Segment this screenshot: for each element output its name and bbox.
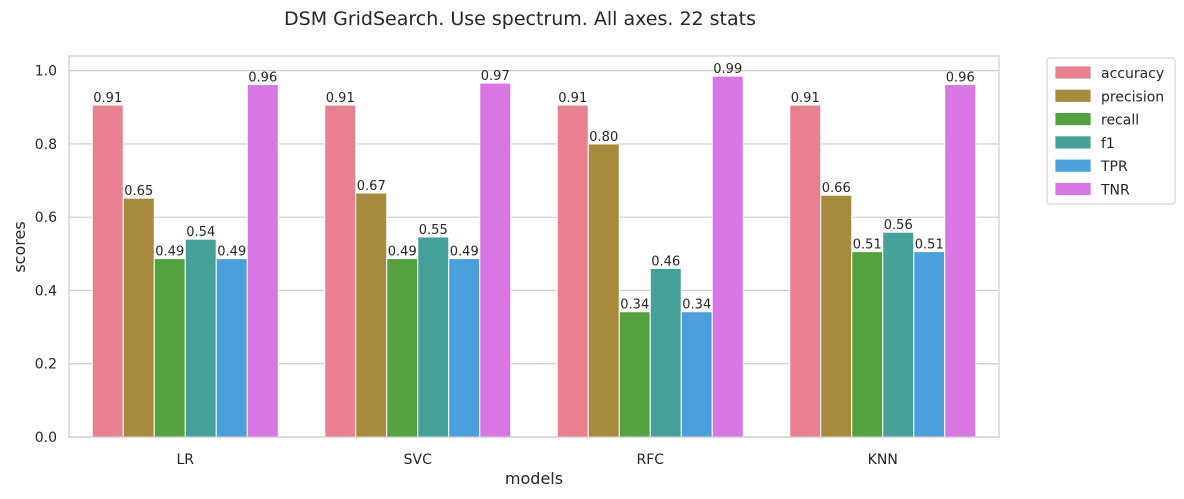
bar-precision-svc	[355, 192, 388, 438]
plot-frame	[68, 55, 1000, 438]
legend-swatch-recall	[1054, 112, 1092, 126]
legend-swatch-accuracy	[1054, 65, 1092, 80]
y-tick-label: 0.2	[35, 357, 57, 373]
bar-value-label: 0.91	[558, 91, 587, 106]
x-tick-label: RFC	[636, 452, 664, 468]
legend-label-precision: precision	[1101, 89, 1164, 105]
bar-value-label: 0.96	[248, 71, 277, 86]
bar-accuracy-lr	[91, 104, 124, 438]
bar-tnr-lr	[246, 84, 279, 438]
bar-tpr-svc	[448, 258, 481, 438]
bar-value-label: 0.66	[822, 181, 851, 196]
legend-label-tnr: TNR	[1100, 183, 1130, 199]
y-ticks: 0.0 0.2 0.4 0.6 0.8 1.0	[35, 64, 57, 446]
bar-value-label: 0.91	[93, 91, 122, 106]
bar-recall-rfc	[618, 311, 651, 438]
bar-value-label: 0.34	[620, 298, 649, 313]
x-tick-label: SVC	[404, 452, 432, 468]
bar-value-label: 0.34	[682, 298, 711, 313]
x-tick-label: KNN	[868, 452, 898, 468]
legend-swatch-tnr	[1054, 182, 1092, 196]
bar-value-label: 0.80	[589, 130, 618, 145]
y-tick-label: 0.8	[35, 137, 57, 153]
y-tick-label: 1.0	[35, 64, 57, 80]
bar-value-label: 0.56	[884, 218, 913, 233]
bar-value-label: 0.96	[946, 71, 975, 86]
bar-value-label: 0.51	[853, 238, 882, 253]
bar-value-label: 0.49	[450, 245, 479, 260]
bar-value-label: 0.67	[357, 179, 386, 194]
bars	[91, 75, 977, 438]
legend-label-f1: f1	[1101, 136, 1115, 152]
y-tick-label: 0.4	[35, 283, 57, 299]
bar-value-label: 0.49	[388, 245, 417, 260]
bar-value-label: 0.46	[651, 254, 680, 269]
bar-value-label: 0.65	[124, 184, 153, 199]
x-tick-label: LR	[176, 452, 194, 468]
bar-tnr-svc	[479, 82, 512, 438]
bar-precision-rfc	[587, 143, 620, 438]
bar-tnr-knn	[944, 84, 977, 438]
bar-tpr-knn	[913, 251, 946, 438]
x-ticks: LR SVC RFC KNN	[176, 452, 897, 468]
y-axis-label: scores	[10, 221, 29, 272]
legend: accuracy precision recall f1 TPR TNR	[1046, 57, 1176, 205]
legend-swatch-tpr	[1054, 158, 1092, 173]
legend-swatch-f1	[1054, 135, 1092, 150]
chart-title: DSM GridSearch. Use spectrum. All axes. …	[284, 8, 756, 30]
bar-accuracy-knn	[789, 104, 822, 438]
bar-accuracy-rfc	[556, 104, 589, 438]
bar-f1-knn	[882, 231, 915, 438]
bar-f1-lr	[184, 238, 217, 438]
bar-recall-lr	[153, 258, 186, 438]
y-tick-label: 0.0	[35, 430, 57, 446]
bar-tnr-rfc	[711, 75, 744, 438]
bar-value-label: 0.49	[155, 245, 184, 260]
bar-value-label: 0.91	[791, 91, 820, 106]
bar-recall-svc	[386, 258, 419, 438]
y-tick-label: 0.6	[35, 210, 57, 226]
bar-value-label: 0.54	[186, 225, 215, 240]
bar-precision-knn	[820, 194, 853, 438]
bar-recall-knn	[851, 251, 884, 438]
bar-labels: 0.910.650.490.540.490.960.910.670.490.55…	[93, 62, 974, 313]
bar-precision-lr	[122, 197, 155, 438]
bar-tpr-lr	[215, 258, 248, 438]
bar-tpr-rfc	[680, 311, 713, 438]
bar-value-label: 0.55	[419, 223, 448, 238]
legend-swatch-precision	[1054, 88, 1092, 103]
bar-value-label: 0.97	[481, 69, 510, 84]
x-axis-label: models	[505, 469, 563, 488]
legend-label-tpr: TPR	[1100, 159, 1128, 175]
bar-value-label: 0.99	[713, 62, 742, 77]
bar-f1-svc	[417, 236, 450, 438]
legend-label-recall: recall	[1101, 113, 1139, 129]
legend-label-accuracy: accuracy	[1101, 66, 1164, 82]
bar-value-label: 0.49	[217, 245, 246, 260]
bar-accuracy-svc	[324, 104, 357, 438]
bar-f1-rfc	[649, 267, 682, 438]
bar-value-label: 0.91	[326, 91, 355, 106]
bar-value-label: 0.51	[915, 238, 944, 253]
